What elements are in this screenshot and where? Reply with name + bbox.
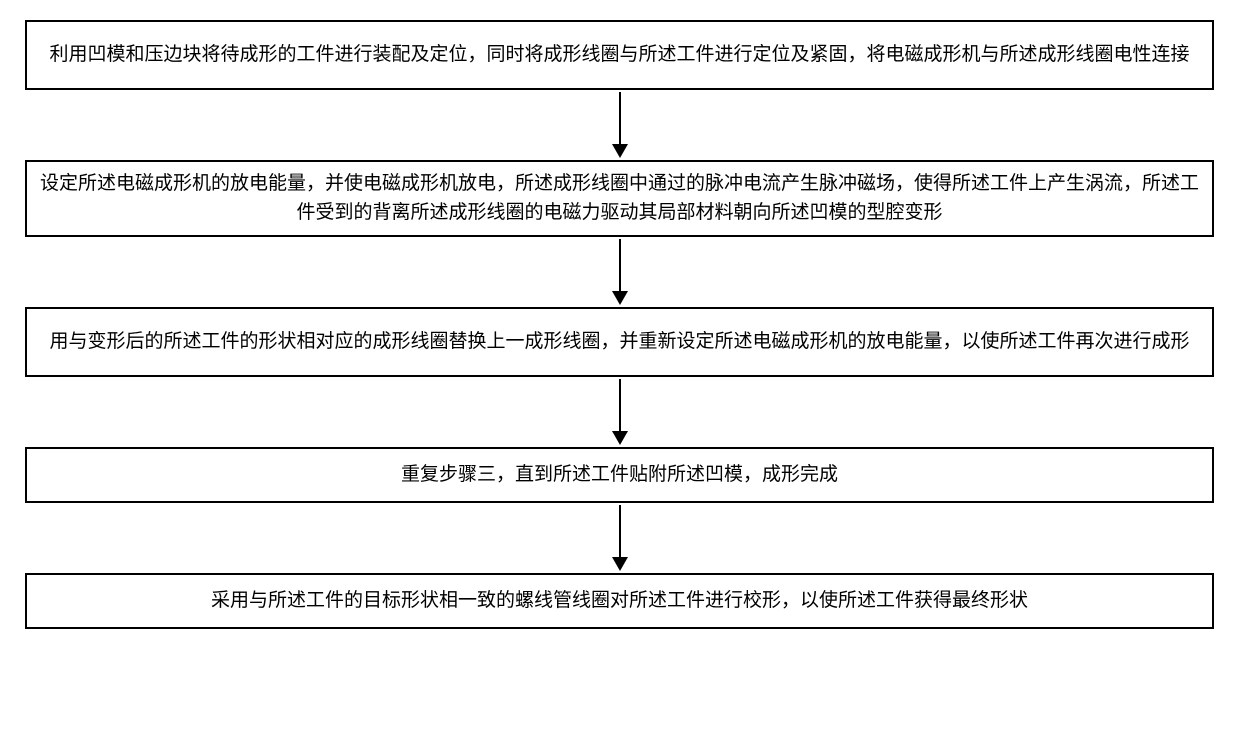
flowchart-container: 利用凹模和压边块将待成形的工件进行装配及定位，同时将成形线圈与所述工件进行定位及… bbox=[25, 20, 1214, 629]
arrow-connector bbox=[612, 377, 628, 447]
step-text: 采用与所述工件的目标形状相一致的螺线管线圈对所述工件进行校形，以使所述工件获得最… bbox=[211, 587, 1028, 616]
flowchart-step-4: 重复步骤三，直到所述工件贴附所述凹模，成形完成 bbox=[25, 447, 1214, 503]
arrow-head-icon bbox=[612, 144, 628, 158]
arrow-connector bbox=[612, 90, 628, 160]
step-text: 用与变形后的所述工件的形状相对应的成形线圈替换上一成形线圈，并重新设定所述电磁成… bbox=[49, 328, 1189, 357]
arrow-head-icon bbox=[612, 431, 628, 445]
arrow-line bbox=[619, 379, 621, 431]
flowchart-step-5: 采用与所述工件的目标形状相一致的螺线管线圈对所述工件进行校形，以使所述工件获得最… bbox=[25, 573, 1214, 629]
arrow-line bbox=[619, 92, 621, 144]
flowchart-step-2: 设定所述电磁成形机的放电能量，并使电磁成形机放电，所述成形线圈中通过的脉冲电流产… bbox=[25, 160, 1214, 237]
flowchart-step-1: 利用凹模和压边块将待成形的工件进行装配及定位，同时将成形线圈与所述工件进行定位及… bbox=[25, 20, 1214, 90]
arrow-line bbox=[619, 505, 621, 557]
arrow-connector bbox=[612, 237, 628, 307]
arrow-head-icon bbox=[612, 557, 628, 571]
step-text: 重复步骤三，直到所述工件贴附所述凹模，成形完成 bbox=[401, 461, 838, 490]
arrow-head-icon bbox=[612, 291, 628, 305]
flowchart-step-3: 用与变形后的所述工件的形状相对应的成形线圈替换上一成形线圈，并重新设定所述电磁成… bbox=[25, 307, 1214, 377]
arrow-connector bbox=[612, 503, 628, 573]
arrow-line bbox=[619, 239, 621, 291]
step-text: 利用凹模和压边块将待成形的工件进行装配及定位，同时将成形线圈与所述工件进行定位及… bbox=[49, 41, 1189, 70]
step-text: 设定所述电磁成形机的放电能量，并使电磁成形机放电，所述成形线圈中通过的脉冲电流产… bbox=[39, 170, 1200, 227]
